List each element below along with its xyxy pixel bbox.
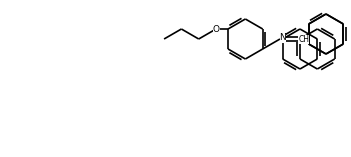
Text: CH: CH [298,35,310,43]
Text: O: O [213,24,219,33]
Text: N: N [280,33,286,43]
